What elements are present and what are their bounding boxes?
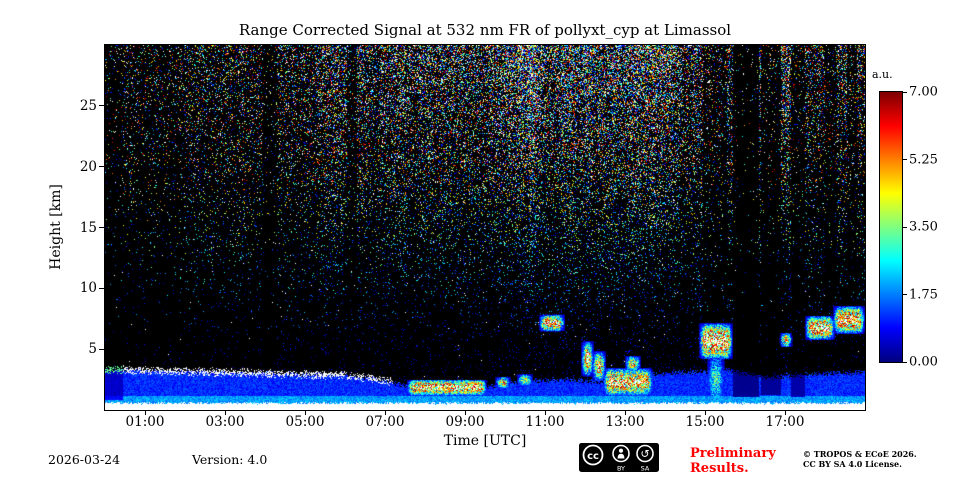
cc-by-person-icon bbox=[612, 444, 630, 463]
preliminary-results-label: Preliminary Results. bbox=[690, 446, 776, 476]
colorbar-tick-label: 5.25 bbox=[909, 152, 938, 167]
colorbar-canvas bbox=[880, 92, 902, 362]
x-tick-label: 11:00 bbox=[525, 414, 565, 430]
y-tick-label: 25 bbox=[79, 97, 97, 114]
y-tick-mark bbox=[99, 287, 104, 289]
preliminary-results-line1: Preliminary bbox=[690, 446, 776, 461]
plot-canvas bbox=[105, 45, 865, 410]
colorbar bbox=[879, 91, 903, 363]
x-tick-mark bbox=[384, 411, 386, 415]
cc-sa-label: SA bbox=[641, 465, 650, 473]
x-tick-mark bbox=[464, 411, 466, 415]
cc-by-person-body bbox=[617, 453, 625, 459]
y-tick-mark bbox=[99, 348, 104, 350]
colorbar-unit-label: a.u. bbox=[872, 68, 893, 81]
x-tick-mark bbox=[144, 411, 146, 415]
x-axis-label: Time [UTC] bbox=[443, 433, 527, 449]
plot-title: Range Corrected Signal at 532 nm FR of p… bbox=[238, 21, 732, 39]
x-tick-label: 15:00 bbox=[685, 414, 725, 430]
x-tick-mark bbox=[784, 411, 786, 415]
x-tick-label: 03:00 bbox=[205, 414, 245, 430]
y-tick-label: 10 bbox=[79, 280, 97, 297]
colorbar-tick-label: 3.50 bbox=[909, 219, 938, 235]
colorbar-tick-label: 7.00 bbox=[909, 84, 938, 100]
colorbar-tick-label: 0.00 bbox=[909, 354, 938, 370]
x-tick-label: 05:00 bbox=[285, 414, 325, 430]
plot-area bbox=[104, 44, 866, 411]
colorbar-tick-mark bbox=[903, 91, 907, 93]
cc-icon-letters: cc bbox=[587, 451, 599, 462]
cc-sa-arrow-icon bbox=[636, 444, 654, 463]
version-label: Version: 4.0 bbox=[192, 452, 268, 467]
colorbar-tick-label: 1.75 bbox=[909, 287, 938, 302]
colorbar-tick-mark bbox=[903, 361, 907, 363]
copyright-line2: CC BY SA 4.0 License. bbox=[803, 458, 902, 469]
x-tick-mark bbox=[304, 411, 306, 415]
y-tick-mark bbox=[99, 227, 104, 228]
y-tick-label: 15 bbox=[79, 219, 97, 236]
colorbar-tick-mark bbox=[903, 159, 907, 160]
x-tick-mark bbox=[224, 411, 226, 415]
x-tick-label: 17:00 bbox=[765, 414, 805, 430]
cc-license-badge: cc BY ↺ SA bbox=[578, 442, 660, 473]
colorbar-tick-mark bbox=[903, 294, 907, 295]
y-tick-mark bbox=[99, 105, 104, 107]
x-tick-label: 07:00 bbox=[365, 414, 405, 430]
cc-by-person-head bbox=[618, 448, 624, 453]
x-tick-mark bbox=[624, 411, 626, 415]
y-tick-mark bbox=[99, 166, 104, 168]
copyright-line1: © TROPOS & ECoE 2026. bbox=[803, 449, 917, 459]
copyright-label: © TROPOS & ECoE 2026. CC BY SA 4.0 Licen… bbox=[803, 449, 917, 469]
y-axis-label: Height [km] bbox=[48, 184, 64, 270]
x-tick-label: 09:00 bbox=[445, 414, 485, 430]
x-tick-mark bbox=[704, 411, 706, 415]
x-tick-label: 13:00 bbox=[605, 414, 645, 430]
y-tick-label: 5 bbox=[88, 341, 97, 358]
measurement-date: 2026-03-24 bbox=[48, 452, 121, 467]
preliminary-results-line2: Results. bbox=[690, 461, 749, 476]
x-tick-mark bbox=[544, 411, 546, 415]
x-tick-label: 01:00 bbox=[125, 414, 165, 430]
cc-icon bbox=[582, 444, 604, 466]
y-tick-label: 20 bbox=[79, 158, 97, 175]
cc-sa-arrow-glyph: ↺ bbox=[640, 448, 649, 461]
cc-by-label: BY bbox=[617, 465, 625, 473]
colorbar-tick-mark bbox=[903, 226, 907, 228]
